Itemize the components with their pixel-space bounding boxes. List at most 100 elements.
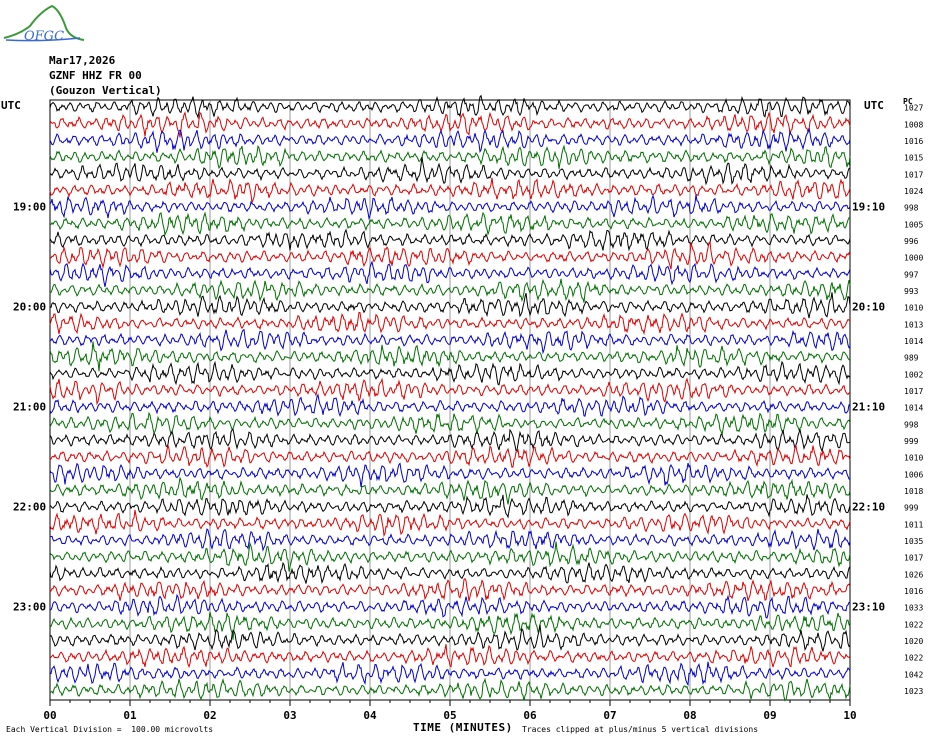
x-tick-label: 05 [443,709,456,722]
x-tick-label: 01 [123,709,137,722]
x-axis-label: TIME (MINUTES) [413,721,513,734]
trace-pc-value: 999 [904,504,919,513]
left-time-label: 22:00 [13,501,46,514]
header-date: Mar17,2026 [49,54,116,67]
trace-pc-value: 989 [904,354,919,363]
seismic-trace [49,624,851,652]
trace-pc-value: 1018 [904,487,923,496]
seismic-trace [49,428,851,453]
seismic-trace [49,292,851,319]
trace-pc-value: 1022 [904,620,923,629]
ofgc-logo: OFGC [3,4,85,44]
x-tick-label: 09 [763,709,776,722]
seismic-trace [49,577,851,602]
trace-pc-value: 1013 [904,320,923,329]
trace-pc-value: 1016 [904,137,923,146]
seismic-trace [49,528,851,552]
seismic-trace [49,393,851,418]
seismic-trace [49,240,851,270]
left-time-label: 21:00 [13,401,46,414]
trace-pc-value: 1006 [904,470,923,479]
seismic-trace [49,111,851,138]
trace-pc-value: 1017 [904,387,923,396]
seismic-trace [49,677,851,702]
trace-pc-value: 1000 [904,254,923,263]
x-tick-label: 06 [523,709,537,722]
trace-pc-value: 1010 [904,454,923,463]
x-tick-label: 03 [283,709,296,722]
seismic-trace [49,541,851,572]
trace-pc-value: 1002 [904,370,923,379]
left-time-label: 19:00 [13,201,46,214]
seismic-trace [49,127,851,153]
trace-pc-value: 1042 [904,670,923,679]
header-location: (Gouzon Vertical) [49,84,162,97]
right-time-label: 21:10 [852,401,885,414]
left-time-label: 20:00 [13,301,46,314]
clip-note: Traces clipped at plus/minus 5 vertical … [522,725,759,734]
seismic-trace [49,611,851,640]
seismic-trace [49,228,851,252]
seismic-trace [49,360,851,386]
x-tick-label: 02 [203,709,216,722]
seismic-trace [49,144,851,170]
trace-pc-value: 999 [904,437,919,446]
trace-pc-value: 1016 [904,587,923,596]
trace-pc-value: 1020 [904,637,923,646]
seismic-trace [49,211,851,237]
right-time-label: 23:10 [852,601,885,614]
seismic-trace [49,177,851,205]
trace-pc-value: 1023 [904,687,923,696]
trace-pc-value: 1010 [904,304,923,313]
x-tick-label: 10 [843,709,856,722]
trace-pc-value: 998 [904,420,919,429]
seismic-trace [49,377,851,406]
trace-pc-value: 1026 [904,570,923,579]
trace-pc-value: 1022 [904,654,923,663]
trace-pc-value: 993 [904,287,919,296]
trace-pc-value: 1017 [904,554,923,563]
trace-pc-value: 1027 [904,104,923,113]
trace-pc-value: 1011 [904,520,923,529]
right-time-label: 20:10 [852,301,885,314]
trace-pc-value: 1005 [904,220,923,229]
trace-pc-value: 997 [904,270,919,279]
trace-pc-value: 1035 [904,537,923,546]
seismic-trace [49,593,851,619]
seismic-trace [49,509,851,538]
seismic-trace [49,644,851,669]
seismic-trace [49,278,851,303]
header-station: GZNF HHZ FR 00 [49,69,142,82]
trace-pc-value: 1015 [904,154,923,163]
x-tick-label: 08 [683,709,696,722]
right-time-label: 22:10 [852,501,885,514]
seismic-trace [49,311,851,336]
seismic-trace [49,156,851,186]
x-tick-label: 04 [363,709,377,722]
pc-label: PC [903,97,913,106]
seismic-trace [49,411,851,436]
seismic-trace [49,260,851,287]
x-tick-label: 00 [43,709,56,722]
trace-pc-value: 1014 [904,404,923,413]
logo-text: OFGC [24,29,64,44]
trace-pc-value: 998 [904,204,919,213]
scale-note: Each Vertical Division = 100.00 microvol… [6,725,214,734]
seismic-trace [49,561,851,585]
utc-label-left: UTC [1,99,21,112]
seismic-trace [49,661,851,687]
trace-pc-value: 1017 [904,170,923,179]
trace-pc-value: 1014 [904,337,923,346]
seismic-trace [49,328,851,355]
x-tick-label: 07 [603,709,616,722]
seismic-trace [49,476,851,505]
seismic-trace [49,94,851,120]
utc-label-right: UTC [864,99,884,112]
trace-pc-value: 996 [904,237,919,246]
seismic-trace [49,462,851,488]
trace-pc-value: 1008 [904,120,923,129]
seismic-trace [49,341,851,372]
trace-pc-value: 1024 [904,187,923,196]
left-time-label: 23:00 [13,601,46,614]
